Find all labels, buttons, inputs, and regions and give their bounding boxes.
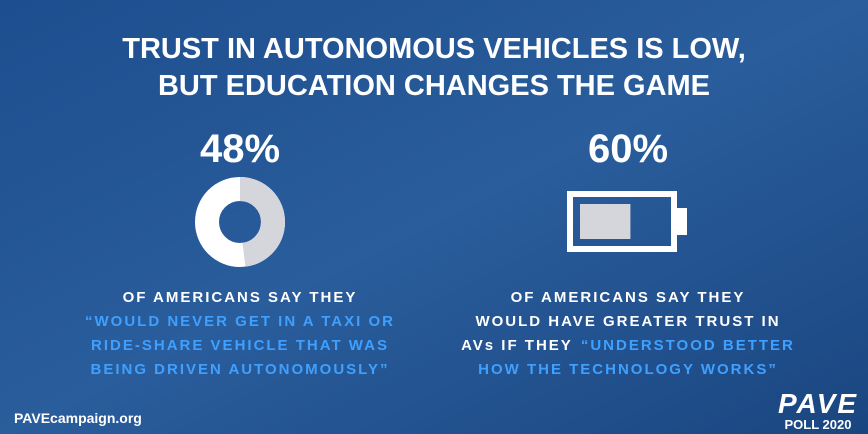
text-segment: HOW THE TECHNOLOGY WORKS” — [478, 361, 778, 378]
title-line: TRUST IN AUTONOMOUS VEHICLES IS LOW, — [122, 33, 746, 65]
battery-outline — [567, 191, 677, 252]
body-line: BEING DRIVEN AUTONOMOUSLY” — [91, 361, 390, 378]
body-line: WOULD HAVE GREATER TRUST IN — [475, 313, 780, 330]
body-line: RIDE-SHARE VEHICLE THAT WAS — [91, 337, 389, 354]
donut-segment — [195, 177, 285, 267]
logo: PAVE — [778, 388, 858, 419]
text-segment: “UNDERSTOOD BETTER — [581, 337, 795, 354]
text-segment: RIDE-SHARE VEHICLE THAT WAS — [91, 337, 389, 354]
logo-sub: POLL 2020 — [785, 417, 852, 432]
body-line: OF AMERICANS SAY THEY — [123, 289, 358, 306]
body-line: “WOULD NEVER GET IN A TAXI OR — [85, 313, 395, 330]
battery-terminal — [677, 208, 687, 235]
stat-label: 60% — [588, 127, 668, 171]
website: PAVEcampaign.org — [14, 410, 142, 426]
text-segment: OF AMERICANS SAY THEY — [123, 289, 358, 306]
stat-label: 48% — [200, 127, 280, 171]
text-segment: WOULD HAVE GREATER TRUST IN — [475, 313, 780, 330]
body-line: AVs IF THEY “UNDERSTOOD BETTER — [461, 337, 795, 354]
body-line: HOW THE TECHNOLOGY WORKS” — [478, 361, 778, 378]
title-line: BUT EDUCATION CHANGES THE GAME — [158, 70, 710, 102]
text-segment: OF AMERICANS SAY THEY — [511, 289, 746, 306]
body-line: OF AMERICANS SAY THEY — [511, 289, 746, 306]
text-segment: AVs IF THEY — [461, 337, 573, 354]
text-segment: “WOULD NEVER GET IN A TAXI OR — [85, 313, 395, 330]
text-segment: BEING DRIVEN AUTONOMOUSLY” — [91, 361, 390, 378]
battery-fill — [580, 204, 631, 239]
